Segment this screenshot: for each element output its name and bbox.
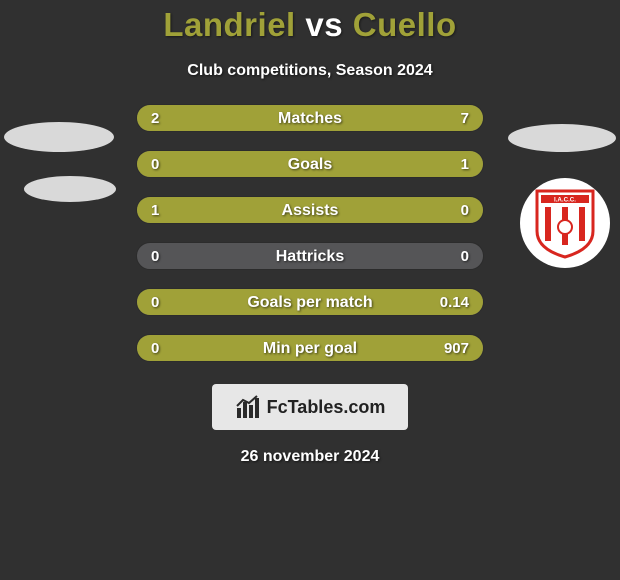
player-a-avatar-placeholder-2 [24,176,116,202]
stat-row: 27Matches [136,104,484,132]
date-text: 26 november 2024 [0,448,620,466]
stat-row: 01Goals [136,150,484,178]
player-b-avatar-placeholder [508,124,616,152]
stat-value-left: 0 [151,243,159,271]
stat-row: 00.14Goals per match [136,288,484,316]
stat-bar-left [137,105,213,131]
title-player-a: Landriel [163,6,295,43]
title-vs: vs [305,6,343,43]
stat-bar-right [137,335,483,361]
brand-chart-icon [235,394,261,420]
stat-bar-left [137,197,483,223]
stat-row: 0907Min per goal [136,334,484,362]
stat-row: 10Assists [136,196,484,224]
comparison-infographic: Landriel vs Cuello Club competitions, Se… [0,0,620,580]
stat-row: 0 0Hattricks [136,242,484,270]
brand-text: FcTables.com [267,397,386,418]
player-a-avatar-placeholder-1 [4,122,114,152]
title-player-b: Cuello [353,6,457,43]
stat-rows: 27Matches 01Goals 10Assists 0 0Hattricks 00.1… [136,104,484,362]
club-badge: I.A.C.C. [520,178,610,268]
stat-bar-right [213,105,483,131]
club-crest-icon: I.A.C.C. [533,187,597,259]
page-title: Landriel vs Cuello [0,0,620,44]
stat-bar-right [137,289,483,315]
brand-box: FcTables.com [212,384,408,430]
svg-text:I.A.C.C.: I.A.C.C. [554,197,576,204]
stat-bar-right [137,151,483,177]
stat-label: Hattricks [137,243,483,269]
stat-value-right: 0 [461,243,469,271]
subtitle: Club competitions, Season 2024 [0,62,620,80]
